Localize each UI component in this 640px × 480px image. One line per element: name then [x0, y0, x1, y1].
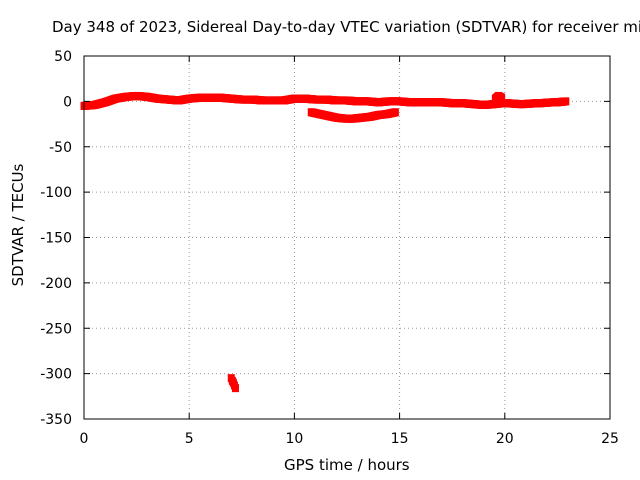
y-tick-label: 50: [54, 49, 72, 65]
data-point: [499, 99, 507, 108]
y-tick-label: -300: [40, 367, 72, 383]
y-tick-label: -350: [40, 412, 72, 428]
x-tick-label: 25: [601, 431, 619, 447]
x-tick-label: 0: [80, 431, 89, 447]
x-tick-label: 15: [391, 431, 409, 447]
y-tick-label: 0: [63, 94, 72, 110]
series-vertical-spikes: [491, 91, 506, 103]
y-tick-label: -200: [40, 276, 72, 292]
data-point: [231, 384, 239, 393]
y-tick-label: -100: [40, 185, 72, 201]
x-tick-label: 10: [285, 431, 303, 447]
data-point: [391, 108, 399, 117]
grid-layer: [84, 56, 610, 419]
x-axis-label: GPS time / hours: [284, 456, 410, 474]
chart-title: Day 348 of 2023, Sidereal Day-to-day VTE…: [52, 18, 640, 36]
y-tick-label: -50: [49, 140, 72, 156]
series-outlier: [227, 374, 239, 393]
series-main-trace: [80, 91, 507, 110]
data-point: [562, 97, 570, 106]
tick-layer: 50 0 -50 -100 -150 -200 -250 -300 -350 0 5 10 15 20 25: [40, 49, 619, 447]
x-tick-label: 20: [496, 431, 514, 447]
y-tick-label: -250: [40, 321, 72, 337]
x-tick-label: 5: [185, 431, 194, 447]
series-lower-arc: [307, 108, 399, 123]
y-tick-label: -150: [40, 231, 72, 247]
plot-frame: [83, 55, 611, 420]
data-layer: [80, 91, 570, 393]
series-post-gap-segments: [503, 97, 570, 109]
data-point: [498, 93, 506, 102]
